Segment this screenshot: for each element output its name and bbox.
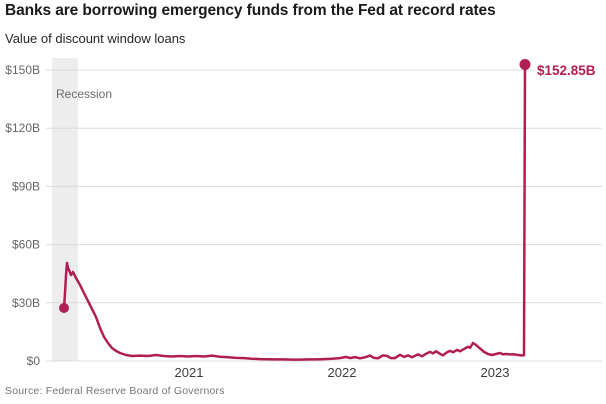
series-start-dot [59,303,69,313]
recession-band [52,58,78,361]
y-tick-150b: $150B [5,63,40,77]
recession-label: Recession [56,87,112,101]
source-credit: Source: Federal Reserve Board of Governo… [5,385,225,397]
end-value-label-bg [534,61,606,79]
y-tick-60b: $60B [12,238,40,252]
chart-subtitle: Value of discount window loans [5,31,186,46]
x-tick-2023: 2023 [481,365,510,380]
y-tick-120b: $120B [5,121,40,135]
chart-title: Banks are borrowing emergency funds from… [5,2,496,19]
y-tick-30b: $30B [12,296,40,310]
loan-line [62,63,527,361]
y-tick-90b: $90B [12,179,40,193]
end-value-label: $152.85B [537,63,596,78]
y-tick-0b: $0 [27,354,41,368]
x-tick-2021: 2021 [175,365,204,380]
x-tick-2022: 2022 [328,365,357,380]
series-end-dot [519,59,531,70]
